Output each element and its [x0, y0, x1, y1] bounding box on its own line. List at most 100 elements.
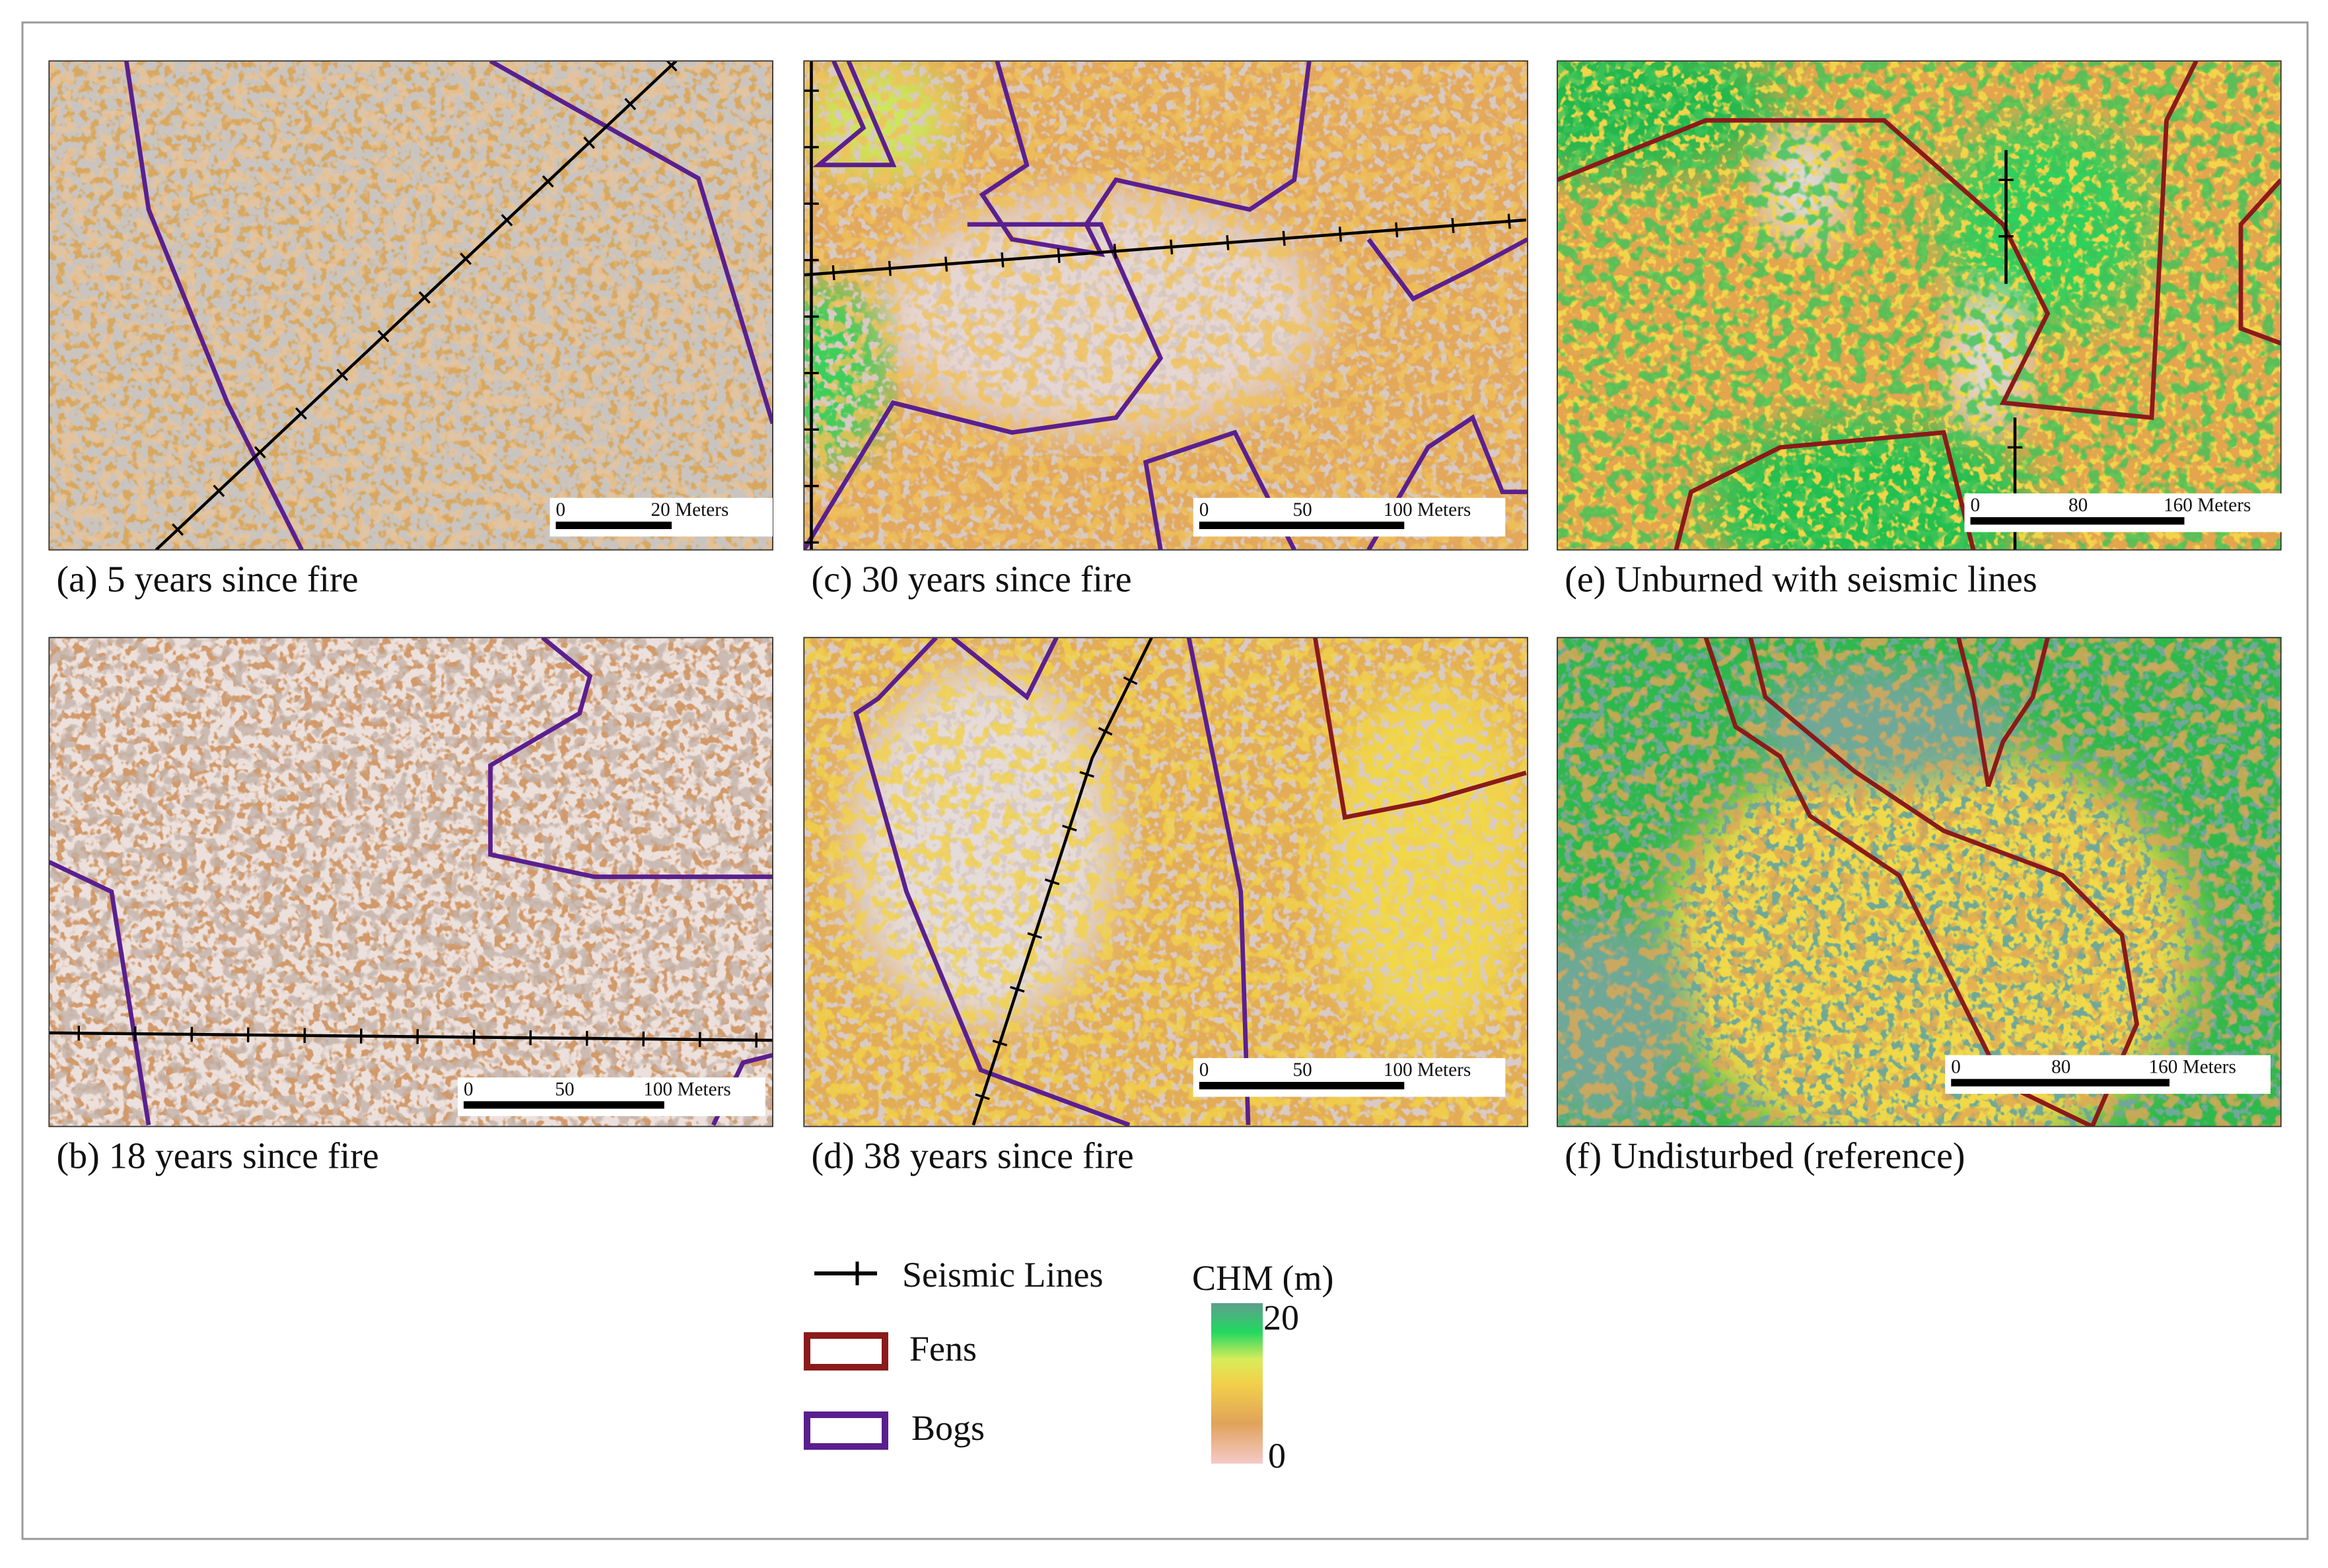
seismic-tick	[254, 446, 266, 458]
panel-border	[1557, 60, 2282, 551]
bog-boundary	[1366, 414, 1528, 550]
scale-box	[1945, 1055, 2271, 1094]
seismic-tick	[460, 252, 472, 266]
raster-speckle	[804, 637, 1528, 1127]
seismic-tick	[1027, 932, 1042, 939]
fen-boundary	[1557, 61, 2199, 421]
fen-boundary	[1956, 637, 2050, 787]
scale-bar-line	[1970, 517, 2185, 525]
map-image	[1557, 61, 2281, 550]
legend: Seismic Lines Fens Bogs CHM (m) 20 0	[804, 1255, 1334, 1476]
scale-bar: 0 50 100 Meters	[458, 1077, 765, 1116]
panel-border	[803, 637, 1528, 1127]
scale-bar-line	[464, 1101, 664, 1109]
panel-border	[1557, 637, 2282, 1127]
colorbar-max: 20	[1263, 1298, 1299, 1337]
bog-boundary	[49, 860, 151, 1125]
panel-caption: (a) 5 years since fire	[57, 559, 359, 600]
scale-label: 100 Meters	[1384, 1059, 1471, 1081]
legend-label: Fens	[909, 1329, 977, 1369]
seismic-tick	[1226, 235, 1230, 250]
bog-boundary	[804, 222, 1164, 550]
scale-label: 0	[1971, 495, 1981, 516]
seismic-tick	[542, 175, 554, 188]
raster-speckle	[49, 637, 773, 1127]
seismic-tick	[377, 330, 390, 343]
bog-boundary	[1186, 637, 1251, 1125]
scale-label: 0	[1951, 1057, 1961, 1078]
seismic-tick	[1062, 824, 1077, 832]
seismic-tick	[1098, 727, 1113, 736]
bog-boundary	[488, 637, 773, 879]
scale-label: 160 Meters	[2149, 1057, 2236, 1078]
fen-boundary	[1748, 637, 2139, 1127]
colorbar-min: 0	[1268, 1436, 1286, 1476]
seismic-tick	[1507, 213, 1511, 229]
bog-boundary	[123, 61, 304, 550]
seismic-tick	[1079, 771, 1094, 778]
scale-label: 0	[464, 1079, 474, 1100]
map-panel: 0 50 100 Meters	[803, 60, 1528, 551]
panels: 0 20 Meters 0 50 100 Meters 0 50 100 Meters 0 50 1…	[48, 60, 2286, 1127]
seismic-tick	[1282, 231, 1286, 246]
bog-boundary	[951, 637, 1059, 701]
map-panel: 0 20 Meters	[48, 60, 773, 551]
scale-label: 160 Meters	[2164, 495, 2251, 516]
scale-label: 0	[1199, 1059, 1209, 1081]
colorbar-title: CHM (m)	[1192, 1258, 1334, 1298]
panel-caption: (f) Undisturbed (reference)	[1565, 1136, 1965, 1177]
map-image	[804, 61, 1528, 550]
raster-speckle	[49, 61, 773, 550]
scale-label: 50	[1293, 1059, 1312, 1081]
panel-border	[803, 60, 1528, 551]
map-image	[804, 637, 1528, 1127]
seismic-tick	[944, 256, 948, 272]
seismic-tick	[1044, 878, 1060, 886]
bog-boundary	[489, 61, 773, 425]
seismic-tick	[1113, 244, 1117, 259]
panel-border	[48, 60, 773, 551]
panel-caption: (d) 38 years since fire	[812, 1136, 1134, 1177]
scale-bar-line	[555, 521, 672, 530]
scale-bar: 0 50 100 Meters	[1193, 497, 1506, 537]
seismic-tick	[1338, 227, 1342, 242]
fen-boundary	[1674, 430, 1976, 550]
seismic-tick	[295, 407, 307, 420]
seismic-line	[49, 1031, 773, 1042]
seismic-tick	[1451, 218, 1455, 233]
scale-label: 100 Meters	[1384, 499, 1471, 520]
map-image	[49, 61, 773, 550]
seismic-tick	[975, 1093, 990, 1100]
bog-symbol	[804, 1411, 888, 1450]
scale-label: 80	[2051, 1057, 2070, 1078]
scale-label: 20 Meters	[651, 499, 729, 520]
map-panel: 0 80 160 Meters	[1557, 637, 2282, 1127]
seismic-tick	[336, 369, 349, 381]
seismic-tick	[583, 136, 595, 149]
bog-boundary	[979, 61, 1312, 258]
map-panel: 0 80 160 Meters	[1557, 60, 2286, 551]
seismic-tick	[1123, 676, 1138, 686]
seismic-tick	[501, 213, 513, 227]
scale-label: 50	[555, 1079, 574, 1100]
scale-bar: 0 80 160 Meters	[1945, 1055, 2271, 1094]
panel-caption: (e) Unburned with seismic lines	[1565, 559, 2037, 600]
raster-speckle	[1557, 61, 2281, 550]
seismic-line	[804, 218, 1526, 277]
bog-boundary	[812, 61, 897, 168]
seismic-tick	[418, 291, 431, 304]
bog-boundary	[853, 637, 1131, 1127]
map-image	[49, 637, 773, 1127]
map-panel: 0 50 100 Meters	[48, 637, 773, 1127]
seismic-tick	[1001, 252, 1005, 267]
scale-box	[549, 497, 773, 537]
seismic-tick	[1170, 239, 1174, 255]
fen-symbol	[804, 1332, 888, 1371]
seismic-tick	[172, 523, 184, 536]
scale-bar-line	[1199, 521, 1405, 530]
panel-border	[48, 637, 773, 1127]
seismic-tick	[888, 261, 892, 276]
seismic-tick	[992, 1040, 1008, 1047]
scale-label: 100 Meters	[643, 1079, 730, 1100]
